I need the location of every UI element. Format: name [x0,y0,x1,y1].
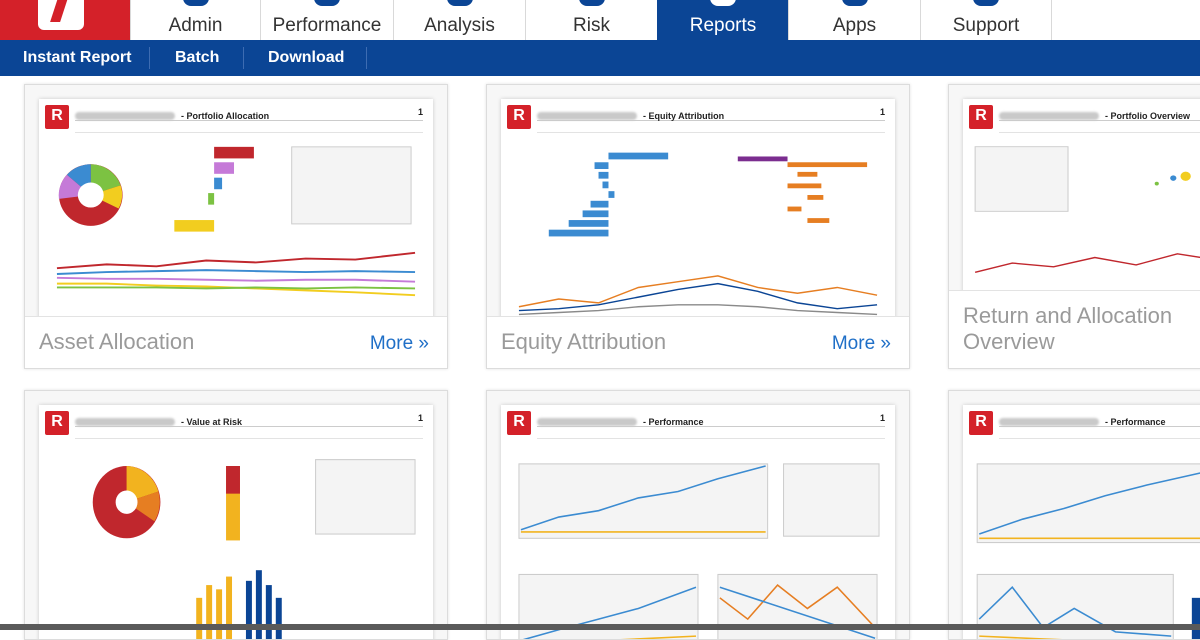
report-subheader [537,125,885,133]
report-preview-page: - Portfolio Allocation 1 [39,99,433,316]
report-subheader [75,125,423,133]
report-page-number: 1 [417,413,423,423]
report-card-asset-allocation[interactable]: - Portfolio Allocation 1 [24,84,448,369]
tab-apps[interactable]: Apps [788,0,920,40]
report-preview-charts [971,143,1200,290]
risk-icon [578,0,605,6]
tab-analysis[interactable]: Analysis [393,0,525,40]
tab-risk[interactable]: Risk [525,0,657,40]
report-thumbnail[interactable]: - Value at Risk 1 [25,391,447,639]
report-preview-charts [509,143,887,316]
report-card-title: Return and Allocation Overview [963,303,1173,354]
report-subheader [999,431,1200,439]
report-preview-charts [509,449,887,639]
analysis-icon [446,0,473,6]
subnav-download[interactable]: Download [268,49,345,66]
tab-support-label: Support [952,15,1020,36]
tab-performance-label: Performance [272,15,382,36]
tab-risk-label: Risk [573,15,610,36]
report-card-performance-2[interactable]: - Performance [948,390,1200,640]
report-page-number: 1 [417,107,423,117]
more-link[interactable]: More » [369,333,429,354]
report-card-title: Asset Allocation [39,329,195,354]
report-subheader [537,431,885,439]
report-thumbnail[interactable]: - Performance 1 [487,391,909,639]
sub-navigation: Instant Report Batch Download [0,40,1200,76]
report-logo-icon [969,105,993,129]
tab-analysis-label: Analysis [424,15,495,36]
bottom-bar [0,624,1200,630]
report-preview-page: - Value at Risk 1 [39,405,433,639]
report-title: - Value at Risk [181,416,243,427]
report-header: - Equity Attribution 1 [537,107,885,121]
report-preview-page: - Performance [963,405,1200,639]
report-header: - Performance 1 [537,413,885,427]
redacted-portfolio-name [75,417,175,426]
report-header: - Performance [999,413,1200,427]
report-card-performance[interactable]: - Performance 1 [486,390,910,640]
report-preview-page: - Performance 1 [501,405,895,639]
tab-admin[interactable]: Admin [130,0,260,40]
report-thumbnail[interactable]: - Performance [949,391,1200,639]
apps-icon [841,0,868,6]
redacted-portfolio-name [999,111,1099,120]
report-card-return-and-allocation-overview[interactable]: - Portfolio Overview Return and Allocati… [948,84,1200,369]
performance-icon [314,0,340,6]
report-card-value-at-risk[interactable]: - Value at Risk 1 [24,390,448,640]
subnav-divider [149,47,150,69]
tab-performance[interactable]: Performance [260,0,393,40]
redacted-portfolio-name [999,417,1099,426]
subnav-instant-report[interactable]: Instant Report [23,49,132,66]
reports-icon [710,0,736,6]
admin-icon [182,0,209,6]
report-logo-icon [969,411,993,435]
brand-logo[interactable] [0,0,130,40]
report-thumbnail[interactable]: - Portfolio Allocation 1 [25,85,447,317]
report-preview-charts [47,143,425,316]
report-preview-page: - Equity Attribution 1 [501,99,895,316]
report-logo-icon [45,411,69,435]
report-title: - Equity Attribution [643,110,725,121]
top-navigation: Admin Performance Analysis Risk Reports … [0,0,1200,40]
report-thumbnail[interactable]: - Equity Attribution 1 [487,85,909,317]
subnav-batch[interactable]: Batch [175,49,220,66]
report-logo-icon [507,411,531,435]
report-title: - Portfolio Allocation [181,110,270,121]
report-title: - Performance [643,416,704,427]
redacted-portfolio-name [537,417,637,426]
report-preview-charts [47,449,425,639]
redacted-portfolio-name [537,111,637,120]
report-card-equity-attribution[interactable]: - Equity Attribution 1 [486,84,910,369]
report-preview-charts [971,449,1200,639]
support-icon [973,0,999,6]
report-header: - Portfolio Overview [999,107,1200,121]
report-page-number: 1 [879,413,885,423]
report-subheader [75,431,423,439]
report-logo-icon [507,105,531,129]
tab-support[interactable]: Support [920,0,1052,40]
subnav-divider [243,47,244,69]
redacted-portfolio-name [75,111,175,120]
tab-reports[interactable]: Reports [657,0,788,40]
report-header: - Portfolio Allocation 1 [75,107,423,121]
report-page-number: 1 [879,107,885,117]
report-title: - Portfolio Overview [1105,110,1191,121]
report-subheader [999,125,1200,133]
report-header: - Value at Risk 1 [75,413,423,427]
subnav-divider [366,47,367,69]
report-preview-page: - Portfolio Overview [963,99,1200,290]
report-card-title: Equity Attribution [501,329,667,354]
more-link[interactable]: More » [831,333,891,354]
tab-apps-label: Apps [832,15,877,36]
report-logo-icon [45,105,69,129]
tab-reports-label: Reports [689,15,757,36]
report-title: - Performance [1105,416,1166,427]
tab-admin-label: Admin [168,15,223,36]
report-thumbnail[interactable]: - Portfolio Overview [949,85,1200,291]
